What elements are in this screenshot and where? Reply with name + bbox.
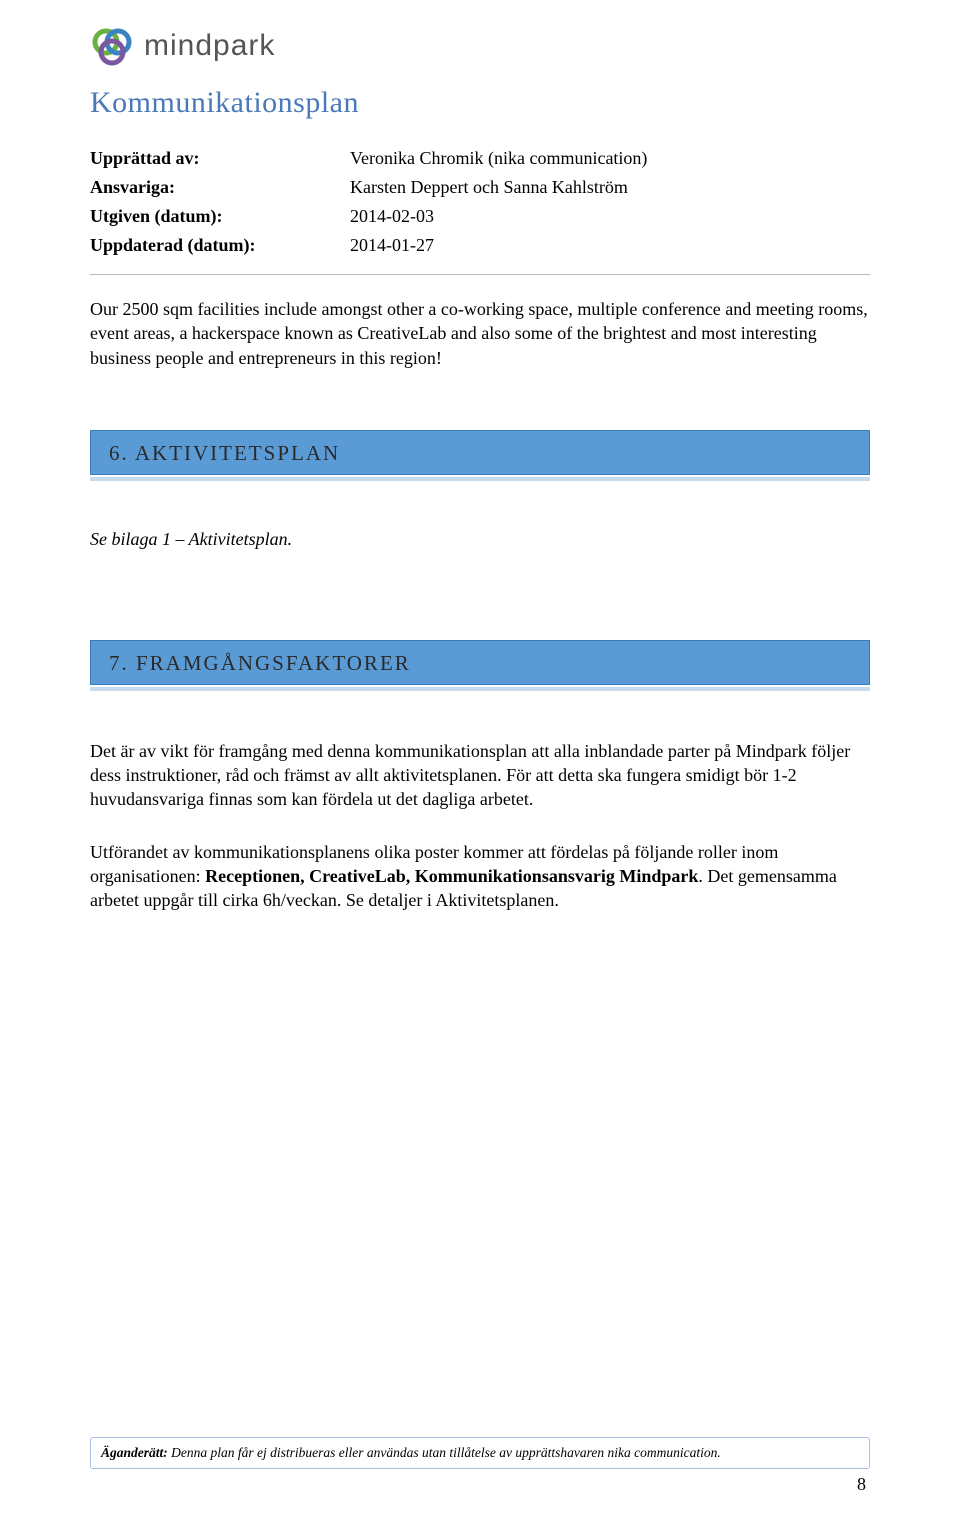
meta-label-utgiven: Utgiven (datum): (90, 206, 330, 227)
footer-box: Äganderätt: Denna plan får ej distribuer… (90, 1437, 870, 1469)
meta-label-uppdaterad: Uppdaterad (datum): (90, 235, 330, 256)
section-header-box: 6. AKTIVITETSPLAN (90, 430, 870, 475)
section-underline (90, 477, 870, 481)
meta-label-ansvariga: Ansvariga: (90, 177, 330, 198)
section-6-body: Se bilaga 1 – Aktivitetsplan. (90, 529, 870, 550)
meta-grid: Upprättad av: Veronika Chromik (nika com… (90, 148, 870, 256)
meta-value-uppdaterad: 2014-01-27 (350, 235, 870, 256)
meta-value-ansvariga: Karsten Deppert och Sanna Kahlström (350, 177, 870, 198)
document-page: mindpark Kommunikationsplan Upprättad av… (0, 0, 960, 1515)
section-6-header: 6. AKTIVITETSPLAN (90, 430, 870, 481)
logo-text: mindpark (144, 29, 275, 63)
meta-value-utgiven: 2014-02-03 (350, 206, 870, 227)
section-6-title: 6. AKTIVITETSPLAN (109, 441, 340, 465)
intro-paragraph: Our 2500 sqm facilities include amongst … (90, 297, 870, 370)
section-7-header: 7. FRAMGÅNGSFAKTORER (90, 640, 870, 691)
section-7-p2b: Receptionen, CreativeLab, Kommunikations… (205, 866, 698, 886)
document-title: Kommunikationsplan (90, 86, 870, 120)
meta-value-upprattad: Veronika Chromik (nika communication) (350, 148, 870, 169)
mindpark-logo-icon (90, 24, 134, 68)
page-number: 8 (857, 1474, 866, 1495)
divider (90, 274, 870, 275)
section-7-title: 7. FRAMGÅNGSFAKTORER (109, 651, 411, 675)
meta-label-upprattad: Upprättad av: (90, 148, 330, 169)
footer-label: Äganderätt: (101, 1445, 171, 1460)
section-header-box: 7. FRAMGÅNGSFAKTORER (90, 640, 870, 685)
section-underline (90, 687, 870, 691)
logo-row: mindpark (90, 24, 870, 68)
footer-text: Denna plan får ej distribueras eller anv… (171, 1445, 721, 1460)
section-7-p2: Utförandet av kommunikationsplanens olik… (90, 840, 870, 913)
section-7-p1: Det är av vikt för framgång med denna ko… (90, 739, 870, 812)
